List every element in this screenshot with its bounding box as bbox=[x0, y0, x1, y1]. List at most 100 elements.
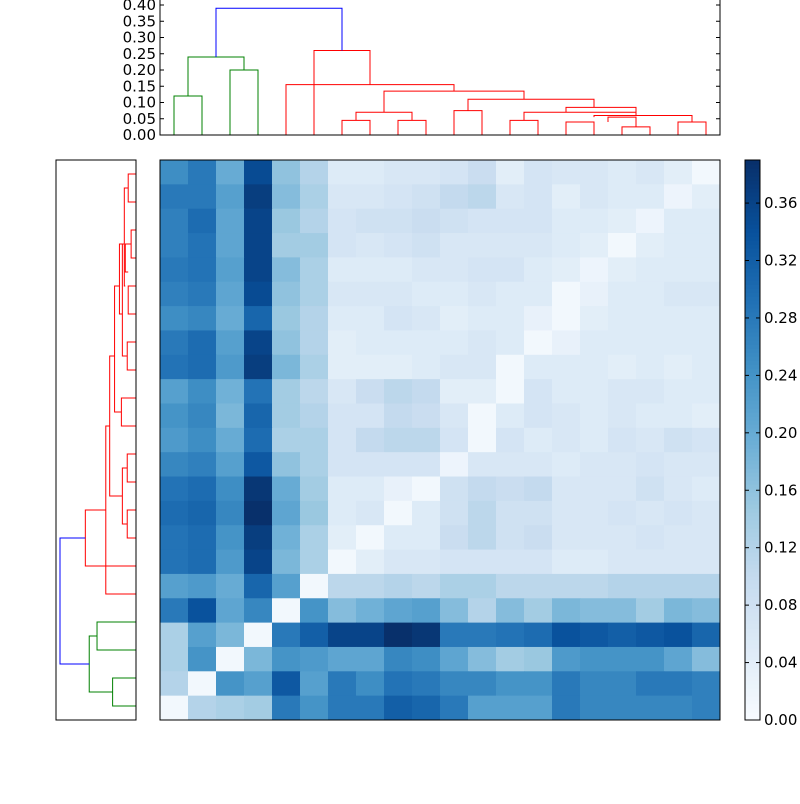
heatmap-cell bbox=[524, 354, 553, 380]
heatmap-cell bbox=[692, 549, 721, 575]
heatmap-cell bbox=[580, 281, 609, 307]
heatmap-cell bbox=[524, 646, 553, 672]
heatmap-cell bbox=[636, 184, 665, 210]
heatmap-cell bbox=[580, 549, 609, 575]
heatmap-cell bbox=[440, 160, 469, 185]
heatmap-cell bbox=[216, 525, 245, 551]
heatmap-cell bbox=[580, 476, 609, 502]
top-dendrogram-link bbox=[593, 115, 693, 122]
heatmap-cell bbox=[412, 257, 441, 283]
colorbar-segment bbox=[745, 384, 760, 389]
heatmap-cell bbox=[580, 208, 609, 234]
colorbar-segment bbox=[745, 360, 760, 365]
colorbar-tick-label: 0.04 bbox=[764, 654, 797, 672]
heatmap-cell bbox=[664, 695, 693, 721]
colorbar-segment bbox=[745, 448, 760, 453]
heatmap-cell bbox=[356, 500, 385, 526]
heatmap-cell bbox=[328, 671, 357, 697]
heatmap-cell bbox=[244, 208, 273, 234]
heatmap-cell bbox=[692, 646, 721, 672]
heatmap-cell bbox=[328, 573, 357, 599]
heatmap-cell bbox=[580, 330, 609, 356]
colorbar-tick-label: 0.00 bbox=[764, 711, 797, 729]
colorbar-segment bbox=[745, 276, 760, 281]
colorbar-segment bbox=[745, 392, 760, 397]
colorbar-segment bbox=[745, 324, 760, 329]
heatmap-cell bbox=[636, 671, 665, 697]
left-dendrogram-link bbox=[114, 285, 122, 413]
colorbar-frame bbox=[744, 159, 761, 721]
heatmap-cell bbox=[188, 306, 217, 331]
heatmap-cell bbox=[272, 622, 301, 648]
heatmap-cell bbox=[664, 184, 693, 210]
colorbar-tick-label: 0.16 bbox=[764, 481, 797, 499]
heatmap-cell bbox=[664, 281, 693, 307]
heatmap-cell bbox=[272, 403, 301, 429]
heatmap-cell bbox=[524, 379, 553, 404]
colorbar-segment bbox=[745, 168, 760, 173]
heatmap-cell bbox=[580, 306, 609, 331]
colorbar-segment bbox=[745, 616, 760, 621]
colorbar-segment bbox=[745, 564, 760, 569]
left-dendrogram-link bbox=[127, 285, 136, 315]
heatmap-cell bbox=[356, 598, 385, 624]
heatmap-cell bbox=[216, 306, 245, 331]
colorbar-segment bbox=[745, 212, 760, 217]
heatmap-cell bbox=[552, 379, 581, 404]
heatmap-cell bbox=[552, 695, 581, 721]
colorbar-segment bbox=[745, 440, 760, 445]
heatmap-cell bbox=[384, 160, 413, 185]
heatmap-cell bbox=[580, 160, 609, 185]
colorbar-segment bbox=[745, 496, 760, 501]
top-dendrogram-link bbox=[565, 121, 595, 135]
heatmap-cell bbox=[580, 184, 609, 210]
heatmap-cell bbox=[188, 160, 217, 185]
heatmap-cell bbox=[496, 184, 525, 210]
colorbar-segment bbox=[745, 524, 760, 529]
heatmap-cell bbox=[636, 379, 665, 404]
heatmap-cell bbox=[524, 184, 553, 210]
colorbar-segment bbox=[745, 540, 760, 545]
heatmap-cell bbox=[692, 427, 721, 453]
heatmap-cell bbox=[188, 573, 217, 599]
heatmap-cell bbox=[496, 403, 525, 429]
heatmap-cell bbox=[412, 233, 441, 258]
heatmap-cell bbox=[216, 646, 245, 672]
heatmap-cell bbox=[636, 573, 665, 599]
heatmap-cell bbox=[272, 525, 301, 551]
heatmap-cell bbox=[496, 598, 525, 624]
heatmap-cell bbox=[496, 354, 525, 380]
heatmap-cell bbox=[692, 257, 721, 283]
heatmap-cell bbox=[244, 598, 273, 624]
left-dendrogram-link bbox=[124, 243, 132, 273]
heatmap-cell bbox=[300, 549, 329, 575]
heatmap-cell bbox=[608, 403, 637, 429]
colorbar-segment bbox=[745, 516, 760, 521]
left-dendrogram-frame bbox=[55, 159, 137, 721]
heatmap-cell bbox=[216, 403, 245, 429]
heatmap-cell bbox=[440, 306, 469, 331]
colorbar-segment bbox=[745, 248, 760, 253]
colorbar-segment bbox=[745, 568, 760, 573]
left-dendrogram-link bbox=[120, 397, 136, 427]
heatmap-cell bbox=[216, 160, 245, 185]
heatmap-cell bbox=[524, 452, 553, 478]
heatmap-cell bbox=[188, 427, 217, 453]
heatmap-cell bbox=[160, 330, 189, 356]
colorbar-segment bbox=[745, 308, 760, 313]
heatmap-cell bbox=[272, 671, 301, 697]
heatmap-cell bbox=[468, 622, 497, 648]
heatmap-cell bbox=[160, 549, 189, 575]
heatmap-cell bbox=[692, 330, 721, 356]
heatmap-cell bbox=[300, 208, 329, 234]
heatmap-cell bbox=[160, 306, 189, 331]
heatmap-cell bbox=[496, 573, 525, 599]
heatmap-cell bbox=[216, 330, 245, 356]
left-dendrogram-link bbox=[121, 467, 128, 525]
heatmap-cell bbox=[216, 476, 245, 502]
heatmap-cell bbox=[272, 330, 301, 356]
colorbar-segment bbox=[745, 176, 760, 181]
heatmap-cell bbox=[552, 549, 581, 575]
heatmap-cell bbox=[244, 500, 273, 526]
heatmap-cell bbox=[524, 573, 553, 599]
